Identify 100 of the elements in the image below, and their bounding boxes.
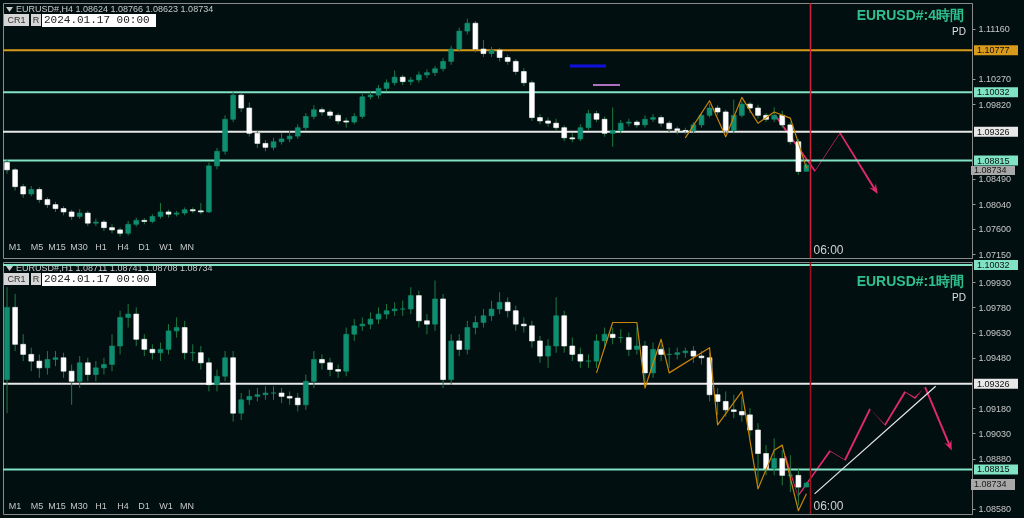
y-tick-label: 1.09780 xyxy=(978,302,1012,313)
annotation: M5 xyxy=(30,501,44,511)
text: 1.08734 xyxy=(971,479,1015,490)
y-tick-label: 1.08580 xyxy=(978,504,1012,515)
y-tick-label: 1.11160 xyxy=(978,24,1010,35)
annotation: H1 xyxy=(94,242,108,252)
candlestick xyxy=(359,93,366,120)
annotation: EURUSD#,H1 1.08711 1.08741 1.08708 1.08734 xyxy=(16,263,213,273)
annotation: 2024.01.17 00:00 xyxy=(42,14,156,27)
candlestick xyxy=(739,395,745,423)
candlestick xyxy=(214,147,220,170)
line-series xyxy=(595,321,808,512)
candlestick xyxy=(593,333,600,369)
candlestick xyxy=(20,333,26,362)
annotation: H4 xyxy=(116,501,130,511)
annotation: 2024.01.17 00:00 xyxy=(42,273,156,286)
candlestick xyxy=(60,352,67,379)
candlestick xyxy=(222,350,228,382)
text: 06:00 xyxy=(813,243,844,257)
candlestick xyxy=(714,387,721,416)
candlestick xyxy=(424,68,430,79)
candlestick xyxy=(125,303,131,329)
candlestick xyxy=(76,355,83,389)
candlestick xyxy=(68,363,75,406)
candlestick xyxy=(101,357,107,376)
candlestick xyxy=(609,106,616,148)
candlestick xyxy=(93,218,99,227)
annotation: M30 xyxy=(69,242,89,252)
candlestick xyxy=(198,345,204,371)
candlestick xyxy=(85,357,91,382)
candlestick xyxy=(545,338,551,369)
candlestick xyxy=(335,363,341,379)
y-tick-label: 1.09930 xyxy=(978,277,1012,288)
annotation: H1 xyxy=(94,501,108,511)
text: PD xyxy=(952,26,966,37)
candlestick xyxy=(295,392,301,413)
candlestick xyxy=(771,437,777,476)
candlestick xyxy=(585,353,592,369)
candlestick xyxy=(44,350,51,376)
candlestick xyxy=(327,357,333,377)
candlestick xyxy=(440,57,446,73)
candlestick xyxy=(747,407,753,438)
candlestick xyxy=(319,106,325,116)
candlestick xyxy=(731,394,737,419)
candlestick xyxy=(585,109,592,131)
candlestick xyxy=(351,318,357,342)
line-series xyxy=(684,96,808,169)
y-tick-label: 1.08490 xyxy=(978,174,1012,185)
y-tick-label: 1.09480 xyxy=(978,353,1012,364)
candlestick xyxy=(658,114,664,128)
candlestick xyxy=(109,333,115,372)
candlestick xyxy=(12,167,18,192)
y-tick-label: 1.08880 xyxy=(978,454,1012,465)
candlestick xyxy=(141,333,148,357)
annotation: M15 xyxy=(47,242,67,252)
candlestick xyxy=(28,347,34,372)
y-tick-label: 1.07150 xyxy=(978,249,1012,260)
ref-line-label: 1.09326 xyxy=(977,126,1010,137)
candlestick xyxy=(626,332,632,357)
candlestick xyxy=(464,320,471,355)
candlestick xyxy=(513,305,519,332)
candlestick xyxy=(311,350,317,389)
candlestick xyxy=(650,113,656,123)
candlestick xyxy=(238,392,244,421)
candlestick xyxy=(173,316,180,339)
ref-line-label: 1.08815 xyxy=(977,464,1010,475)
candlestick xyxy=(456,27,462,53)
annotation: M1 xyxy=(7,242,23,252)
annotation: W1 xyxy=(158,242,174,252)
candlestick xyxy=(545,117,551,128)
annotation: W1 xyxy=(158,501,174,511)
text: 1.08734 xyxy=(971,165,1015,175)
candlestick xyxy=(456,333,462,357)
candlestick xyxy=(537,335,543,364)
annotation: M30 xyxy=(69,501,89,511)
annotation: D1 xyxy=(137,242,151,252)
candlestick xyxy=(359,316,366,332)
candlestick xyxy=(521,316,527,334)
candlestick xyxy=(319,353,325,371)
candlestick xyxy=(763,444,769,476)
annotation: M5 xyxy=(30,242,44,252)
candlestick xyxy=(303,374,309,411)
candlestick xyxy=(206,357,212,392)
text: 06:00 xyxy=(813,499,844,513)
candlestick xyxy=(408,286,414,315)
chart-title: EURUSD#:4時間 xyxy=(856,7,964,23)
annotation: H4 xyxy=(116,242,130,252)
y-tick-label: 1.09030 xyxy=(978,428,1012,439)
candlestick xyxy=(722,109,729,134)
y-tick-label: 1.10270 xyxy=(978,74,1012,85)
annotation: R xyxy=(31,14,41,26)
text: EURUSD#:1時間 xyxy=(856,273,964,289)
candlestick xyxy=(472,315,479,335)
candlestick xyxy=(432,65,438,77)
annotation: M1 xyxy=(7,501,23,511)
annotation: M15 xyxy=(47,501,67,511)
candlestick xyxy=(93,360,99,382)
candlestick xyxy=(634,327,640,355)
candlestick xyxy=(238,92,244,113)
y-tick-label: 1.09630 xyxy=(978,328,1012,339)
